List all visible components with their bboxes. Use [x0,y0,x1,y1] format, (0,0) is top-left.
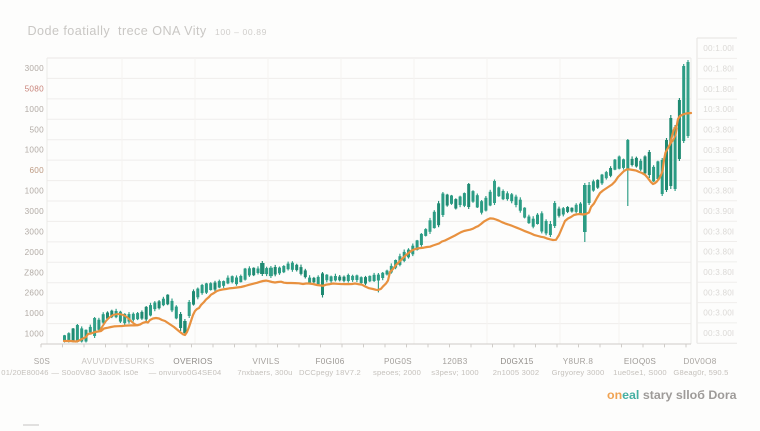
svg-text:00:1.80l: 00:1.80l [703,85,734,94]
svg-text:00:3.80l: 00:3.80l [703,126,734,135]
svg-text:00:3.00l: 00:3.00l [703,329,734,338]
svg-text:EIOQ0S: EIOQ0S [624,357,657,366]
svg-text:00:3.80l: 00:3.80l [703,187,734,196]
svg-text:Dode foatially trece ONA Vity: Dode foatially trece ONA Vity [28,24,207,38]
svg-text:00:3.80l: 00:3.80l [703,166,734,175]
svg-text:00:3.80l: 00:3.80l [703,227,734,236]
svg-text:DCCpegy 18V7.2: DCCpegy 18V7.2 [299,368,361,377]
svg-text:F0GI06: F0GI06 [315,357,344,366]
svg-text:VIVILS: VIVILS [252,357,280,366]
svg-text:00:3.90l: 00:3.90l [703,207,734,216]
svg-text:D0GX15: D0GX15 [500,357,533,366]
svg-text:1000: 1000 [25,146,45,155]
svg-text:Y8UR.8: Y8UR.8 [563,357,594,366]
svg-text:00:3.80l: 00:3.80l [703,146,734,155]
svg-text:2000: 2000 [25,248,45,257]
svg-text:Z800: Z800 [24,268,44,277]
svg-text:2n1005 3002: 2n1005 3002 [493,368,540,377]
svg-text:00:1.00l: 00:1.00l [703,44,734,53]
svg-text:P0G0S: P0G0S [384,357,412,366]
svg-text:G8eag0r, 590.5: G8eag0r, 590.5 [673,368,728,377]
svg-text:3000: 3000 [25,207,45,216]
svg-text:1000: 1000 [25,330,45,339]
svg-text:— S0o0V8O 3ao0K Is0e: — S0o0V8O 3ao0K Is0e [51,368,138,377]
svg-text:00:3.80l: 00:3.80l [703,288,734,297]
svg-text:OVERIOS: OVERIOS [173,357,213,366]
svg-text:s3pesv; 1000: s3pesv; 1000 [431,368,479,377]
svg-text:10:3.00l: 10:3.00l [703,105,734,114]
svg-text:3000: 3000 [25,227,45,236]
svg-text:2600: 2600 [25,289,45,298]
svg-text:100 – 00.89: 100 – 00.89 [215,27,267,37]
svg-text:01/20E80046: 01/20E80046 [1,368,48,377]
svg-text:00:1.80l: 00:1.80l [703,64,734,73]
svg-text:oneal stary slloб Dora: oneal stary slloб Dora [607,388,737,402]
svg-text:3000: 3000 [25,64,45,73]
svg-text:5080: 5080 [25,84,45,93]
svg-text:1000: 1000 [25,105,45,114]
svg-text:00:3.00l: 00:3.00l [703,309,734,318]
svg-text:120B3: 120B3 [442,357,467,366]
svg-text:AVUVDIVESURKS: AVUVDIVESURKS [82,357,155,366]
svg-text:Grgyorey 3000: Grgyorey 3000 [552,368,605,377]
svg-text:600: 600 [29,166,44,175]
svg-text:— onvurvo0G4SE04: — onvurvo0G4SE04 [149,368,222,377]
svg-text:1000: 1000 [25,187,45,196]
svg-text:500: 500 [29,125,44,134]
svg-text:speoes; 2000: speoes; 2000 [373,368,421,377]
svg-text:7nxbaers, 300u: 7nxbaers, 300u [237,368,292,377]
svg-text:1000: 1000 [25,309,45,318]
svg-text:00:3.80l: 00:3.80l [703,268,734,277]
svg-text:D0V0O8: D0V0O8 [683,357,716,366]
svg-text:S0S: S0S [34,357,51,366]
svg-text:1ue0se1, S000: 1ue0se1, S000 [613,368,667,377]
svg-text:00:3.80l: 00:3.80l [703,248,734,257]
